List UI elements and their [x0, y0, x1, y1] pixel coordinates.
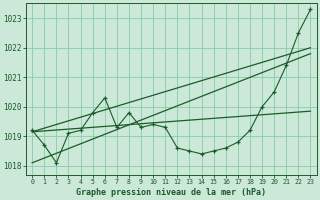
X-axis label: Graphe pression niveau de la mer (hPa): Graphe pression niveau de la mer (hPa) — [76, 188, 266, 197]
